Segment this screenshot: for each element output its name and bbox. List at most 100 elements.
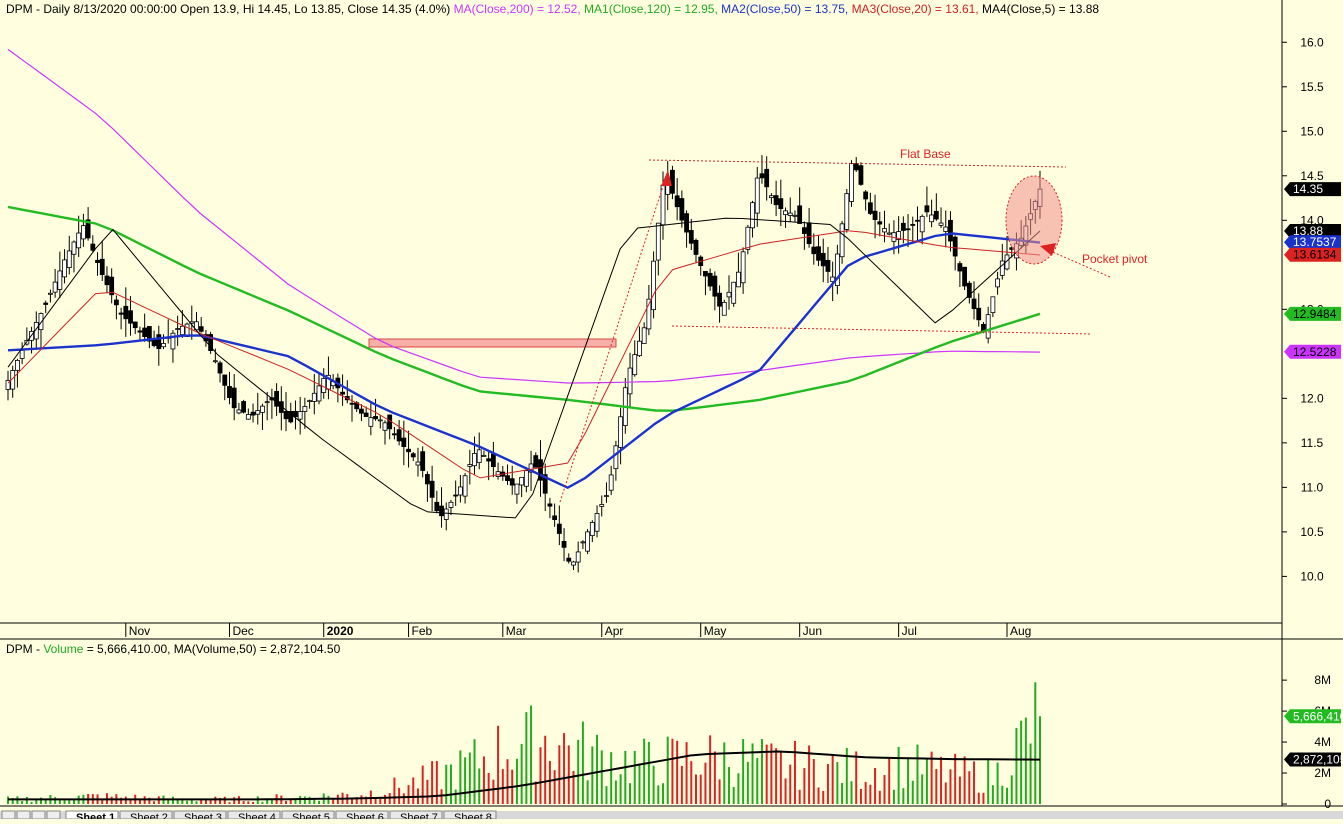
volume-bar — [779, 750, 782, 804]
volume-bar — [398, 787, 401, 804]
candle-body — [599, 504, 605, 507]
candle-body — [556, 523, 562, 534]
volume-header: DPM - Volume = 5,666,410.00, MA(Volume,5… — [6, 642, 341, 656]
volume-bar — [680, 765, 683, 804]
volume-bar — [204, 799, 207, 804]
date-tick-label: Aug — [1010, 624, 1031, 638]
volume-bar — [841, 782, 844, 804]
volume-bar — [619, 774, 622, 804]
sheet-tab[interactable]: Sheet 2 — [119, 810, 173, 824]
volume-bar — [252, 802, 255, 804]
candle-body — [113, 299, 119, 306]
candle-body — [867, 202, 873, 214]
candle-body — [834, 253, 840, 287]
candle-body — [274, 390, 280, 407]
volume-bar — [520, 743, 523, 804]
volume-bar — [690, 761, 693, 804]
candle-body — [217, 362, 223, 374]
candle-body — [523, 470, 529, 487]
volume-bar — [732, 787, 735, 804]
date-tick-label: Dec — [232, 624, 253, 638]
volume-bar — [765, 744, 768, 804]
candle-body — [429, 480, 435, 498]
ma-line-0 — [7, 48, 1041, 384]
volume-bar — [633, 750, 636, 804]
candle-body — [589, 521, 595, 537]
candle-body — [660, 184, 666, 226]
sheet-tab-label[interactable]: Sheet 6 — [346, 812, 384, 824]
candle-body — [811, 246, 817, 255]
volume-bar — [58, 799, 61, 804]
volume-bar — [25, 796, 28, 804]
volume-bar — [11, 798, 14, 804]
volume-bar — [440, 789, 443, 804]
volume-bar — [940, 756, 943, 804]
volume-bar — [676, 740, 679, 804]
volume-bar — [808, 745, 811, 804]
volume-bar — [666, 736, 669, 804]
date-tick-label: Jul — [902, 624, 917, 638]
candle-body — [90, 243, 96, 251]
candle-body — [966, 282, 972, 298]
price-tick-label: 14.0 — [1300, 213, 1324, 227]
volume-bar — [68, 800, 71, 804]
candle-body — [161, 343, 166, 348]
candle-body — [76, 232, 82, 249]
volume-bar — [572, 770, 575, 804]
sheet-tab[interactable]: Sheet 5 — [281, 810, 335, 824]
volume-bar — [864, 781, 867, 804]
first-sheet-button[interactable] — [1, 810, 16, 820]
volume-bar — [878, 790, 881, 804]
sheet-tab-label[interactable]: Sheet 7 — [400, 812, 438, 824]
candle-body — [519, 476, 525, 486]
sheet-tab[interactable]: Sheet 6 — [335, 810, 389, 824]
candle-body — [632, 354, 638, 376]
candle-body — [618, 416, 624, 448]
volume-bar — [195, 801, 198, 804]
candle-body — [670, 169, 675, 194]
sheet-tab-label[interactable]: Sheet 1 — [76, 812, 115, 824]
volume-bar — [289, 798, 292, 804]
candle-body — [528, 463, 534, 473]
volume-bar — [374, 797, 377, 804]
candle-body — [260, 405, 265, 413]
sheet-tab-label[interactable]: Sheet 2 — [130, 812, 168, 824]
sheet-tab[interactable]: Sheet 3 — [173, 810, 227, 824]
volume-bar — [318, 800, 321, 804]
volume-bar — [982, 792, 985, 804]
sheet-tab[interactable]: Sheet 7 — [389, 810, 443, 824]
candle-body — [905, 228, 911, 231]
candle-body — [434, 501, 440, 512]
sheet-tab[interactable]: Sheet 1 — [65, 810, 119, 824]
sheet-tab[interactable]: Sheet 4 — [227, 810, 281, 824]
sheet-tab-label[interactable]: Sheet 8 — [454, 812, 492, 824]
volume-bar — [530, 705, 533, 804]
volume-bar — [836, 762, 839, 804]
volume-bar — [958, 776, 961, 804]
volume-bar — [723, 742, 726, 804]
price-tick-label: 15.5 — [1300, 80, 1324, 94]
candle-body — [566, 557, 572, 562]
sheet-tab-label[interactable]: Sheet 5 — [292, 812, 330, 824]
sheet-tab-label[interactable]: Sheet 4 — [238, 812, 276, 824]
volume-bar — [270, 799, 273, 804]
volume-bar — [44, 799, 47, 804]
volume-bar — [138, 799, 141, 804]
volume-bar — [21, 800, 24, 804]
value-tag-box — [1284, 247, 1341, 262]
next-sheet-button[interactable] — [31, 810, 46, 820]
value-tag-box — [1284, 709, 1341, 724]
candle-body — [783, 210, 788, 216]
candle-body — [123, 305, 129, 320]
value-tag-box — [1284, 182, 1341, 197]
sheet-tab-bar — [0, 811, 1343, 819]
last-sheet-button[interactable] — [46, 810, 61, 820]
prev-sheet-button[interactable] — [16, 810, 31, 820]
sheet-tab-label[interactable]: Sheet 3 — [184, 812, 222, 824]
volume-bar — [973, 761, 976, 804]
candle-body — [858, 165, 864, 185]
sheet-tab[interactable]: Sheet 8 — [443, 810, 497, 824]
volume-header-values: = 5,666,410.00, MA(Volume,50) = 2,872,10… — [87, 642, 341, 656]
